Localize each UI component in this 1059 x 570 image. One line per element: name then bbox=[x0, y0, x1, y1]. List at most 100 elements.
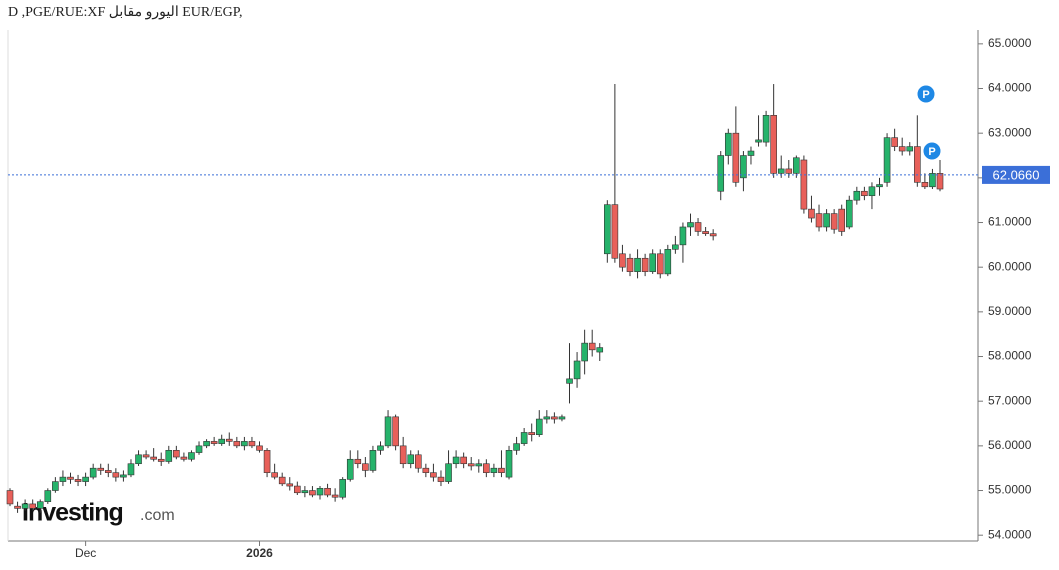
candle-body bbox=[535, 418, 543, 435]
chart-title: D ,PGE/RUE:XF اليورو مقابل EUR/EGP, bbox=[8, 5, 243, 20]
candle-body bbox=[626, 257, 634, 272]
candle-body bbox=[755, 139, 762, 143]
candle-body bbox=[203, 441, 210, 447]
candle-body bbox=[694, 222, 702, 232]
candle-body bbox=[195, 445, 203, 453]
candle-body bbox=[808, 208, 815, 219]
candle-body bbox=[369, 450, 377, 471]
candle-body bbox=[520, 432, 528, 444]
candle-body bbox=[362, 463, 369, 471]
candle-body bbox=[823, 213, 830, 228]
y-tick-label: 58.0000 bbox=[988, 349, 1032, 363]
candle-body bbox=[346, 458, 354, 480]
candle-body bbox=[868, 186, 876, 197]
candle-body bbox=[679, 226, 687, 246]
candle-body bbox=[460, 456, 467, 465]
candle-body bbox=[898, 146, 906, 152]
candle-body bbox=[551, 416, 558, 420]
candle-body bbox=[936, 173, 944, 190]
candle-body bbox=[724, 132, 732, 156]
candle-body bbox=[309, 490, 316, 496]
candle-body bbox=[883, 137, 891, 183]
candle-body bbox=[687, 222, 694, 228]
candle-body bbox=[505, 450, 513, 478]
candle-body bbox=[929, 173, 936, 188]
candle-body bbox=[331, 494, 339, 498]
candle-body bbox=[225, 438, 233, 442]
candle-body bbox=[581, 342, 588, 362]
candle-body bbox=[634, 257, 641, 272]
candle-body bbox=[656, 253, 664, 275]
candle-body bbox=[135, 454, 142, 465]
candle-body bbox=[785, 168, 793, 174]
candle-body bbox=[407, 454, 415, 465]
y-tick-label: 57.0000 bbox=[988, 393, 1032, 407]
candle-body bbox=[838, 208, 846, 232]
candle-body bbox=[233, 441, 241, 447]
candle-body bbox=[150, 456, 157, 460]
candle-body bbox=[248, 441, 256, 447]
marker-circle bbox=[922, 141, 942, 161]
candle-body bbox=[392, 416, 399, 447]
candle-body bbox=[604, 204, 611, 255]
y-tick-label: 56.0000 bbox=[988, 438, 1032, 452]
candle-body bbox=[218, 438, 226, 444]
candle-body bbox=[59, 476, 67, 482]
candle-body bbox=[777, 168, 785, 174]
marker-circle bbox=[916, 84, 936, 104]
candle-body bbox=[377, 445, 384, 451]
candle-body bbox=[483, 463, 490, 473]
last-price-label: 62.0660 bbox=[993, 167, 1040, 182]
candle-body bbox=[467, 463, 475, 467]
candle-body bbox=[732, 132, 740, 183]
candle-body bbox=[513, 443, 520, 451]
candle-body bbox=[475, 463, 483, 467]
candle-body bbox=[104, 470, 112, 473]
candle-body bbox=[29, 503, 36, 509]
candle-body bbox=[815, 213, 823, 228]
candle-body bbox=[120, 474, 127, 478]
candle-body bbox=[588, 342, 596, 351]
candle-body bbox=[414, 454, 422, 469]
candle-body bbox=[256, 445, 263, 451]
candle-body bbox=[906, 146, 914, 152]
candle-body bbox=[127, 463, 135, 476]
candle-body bbox=[67, 476, 74, 480]
logo: Investing .com bbox=[22, 499, 175, 527]
marker-label: P bbox=[922, 89, 929, 101]
candle-body bbox=[664, 249, 672, 275]
candle-body bbox=[6, 490, 14, 505]
candle-body bbox=[830, 213, 838, 230]
candle-body bbox=[263, 450, 271, 473]
candle-body bbox=[294, 485, 301, 494]
candle-body bbox=[97, 467, 105, 471]
candle-body bbox=[21, 503, 29, 509]
candle-body bbox=[845, 199, 853, 228]
candle-body bbox=[793, 157, 800, 174]
candle-body bbox=[558, 416, 566, 420]
candle-body bbox=[188, 452, 195, 460]
candle-body bbox=[891, 137, 898, 147]
candle-body bbox=[437, 476, 445, 482]
y-tick-label: 54.0000 bbox=[988, 527, 1032, 541]
candle-body bbox=[301, 490, 309, 494]
candle-body bbox=[44, 490, 52, 502]
candle-body bbox=[566, 378, 573, 384]
candle-body bbox=[286, 483, 294, 487]
candle-body bbox=[573, 360, 581, 380]
candle-body bbox=[853, 190, 861, 201]
candle-body bbox=[399, 445, 407, 465]
y-tick-label: 59.0000 bbox=[988, 304, 1032, 318]
candle-body bbox=[180, 456, 188, 460]
candle-body bbox=[528, 432, 536, 435]
candle-body bbox=[762, 115, 770, 143]
candle-body bbox=[74, 479, 82, 482]
candle-body bbox=[490, 467, 498, 473]
candle-body bbox=[36, 501, 44, 509]
candle-body bbox=[445, 463, 452, 482]
candle-body bbox=[702, 231, 709, 234]
candle-body bbox=[914, 146, 921, 183]
logo-suffix: .com bbox=[140, 507, 175, 524]
x-tick-label: 2026 bbox=[246, 546, 273, 560]
